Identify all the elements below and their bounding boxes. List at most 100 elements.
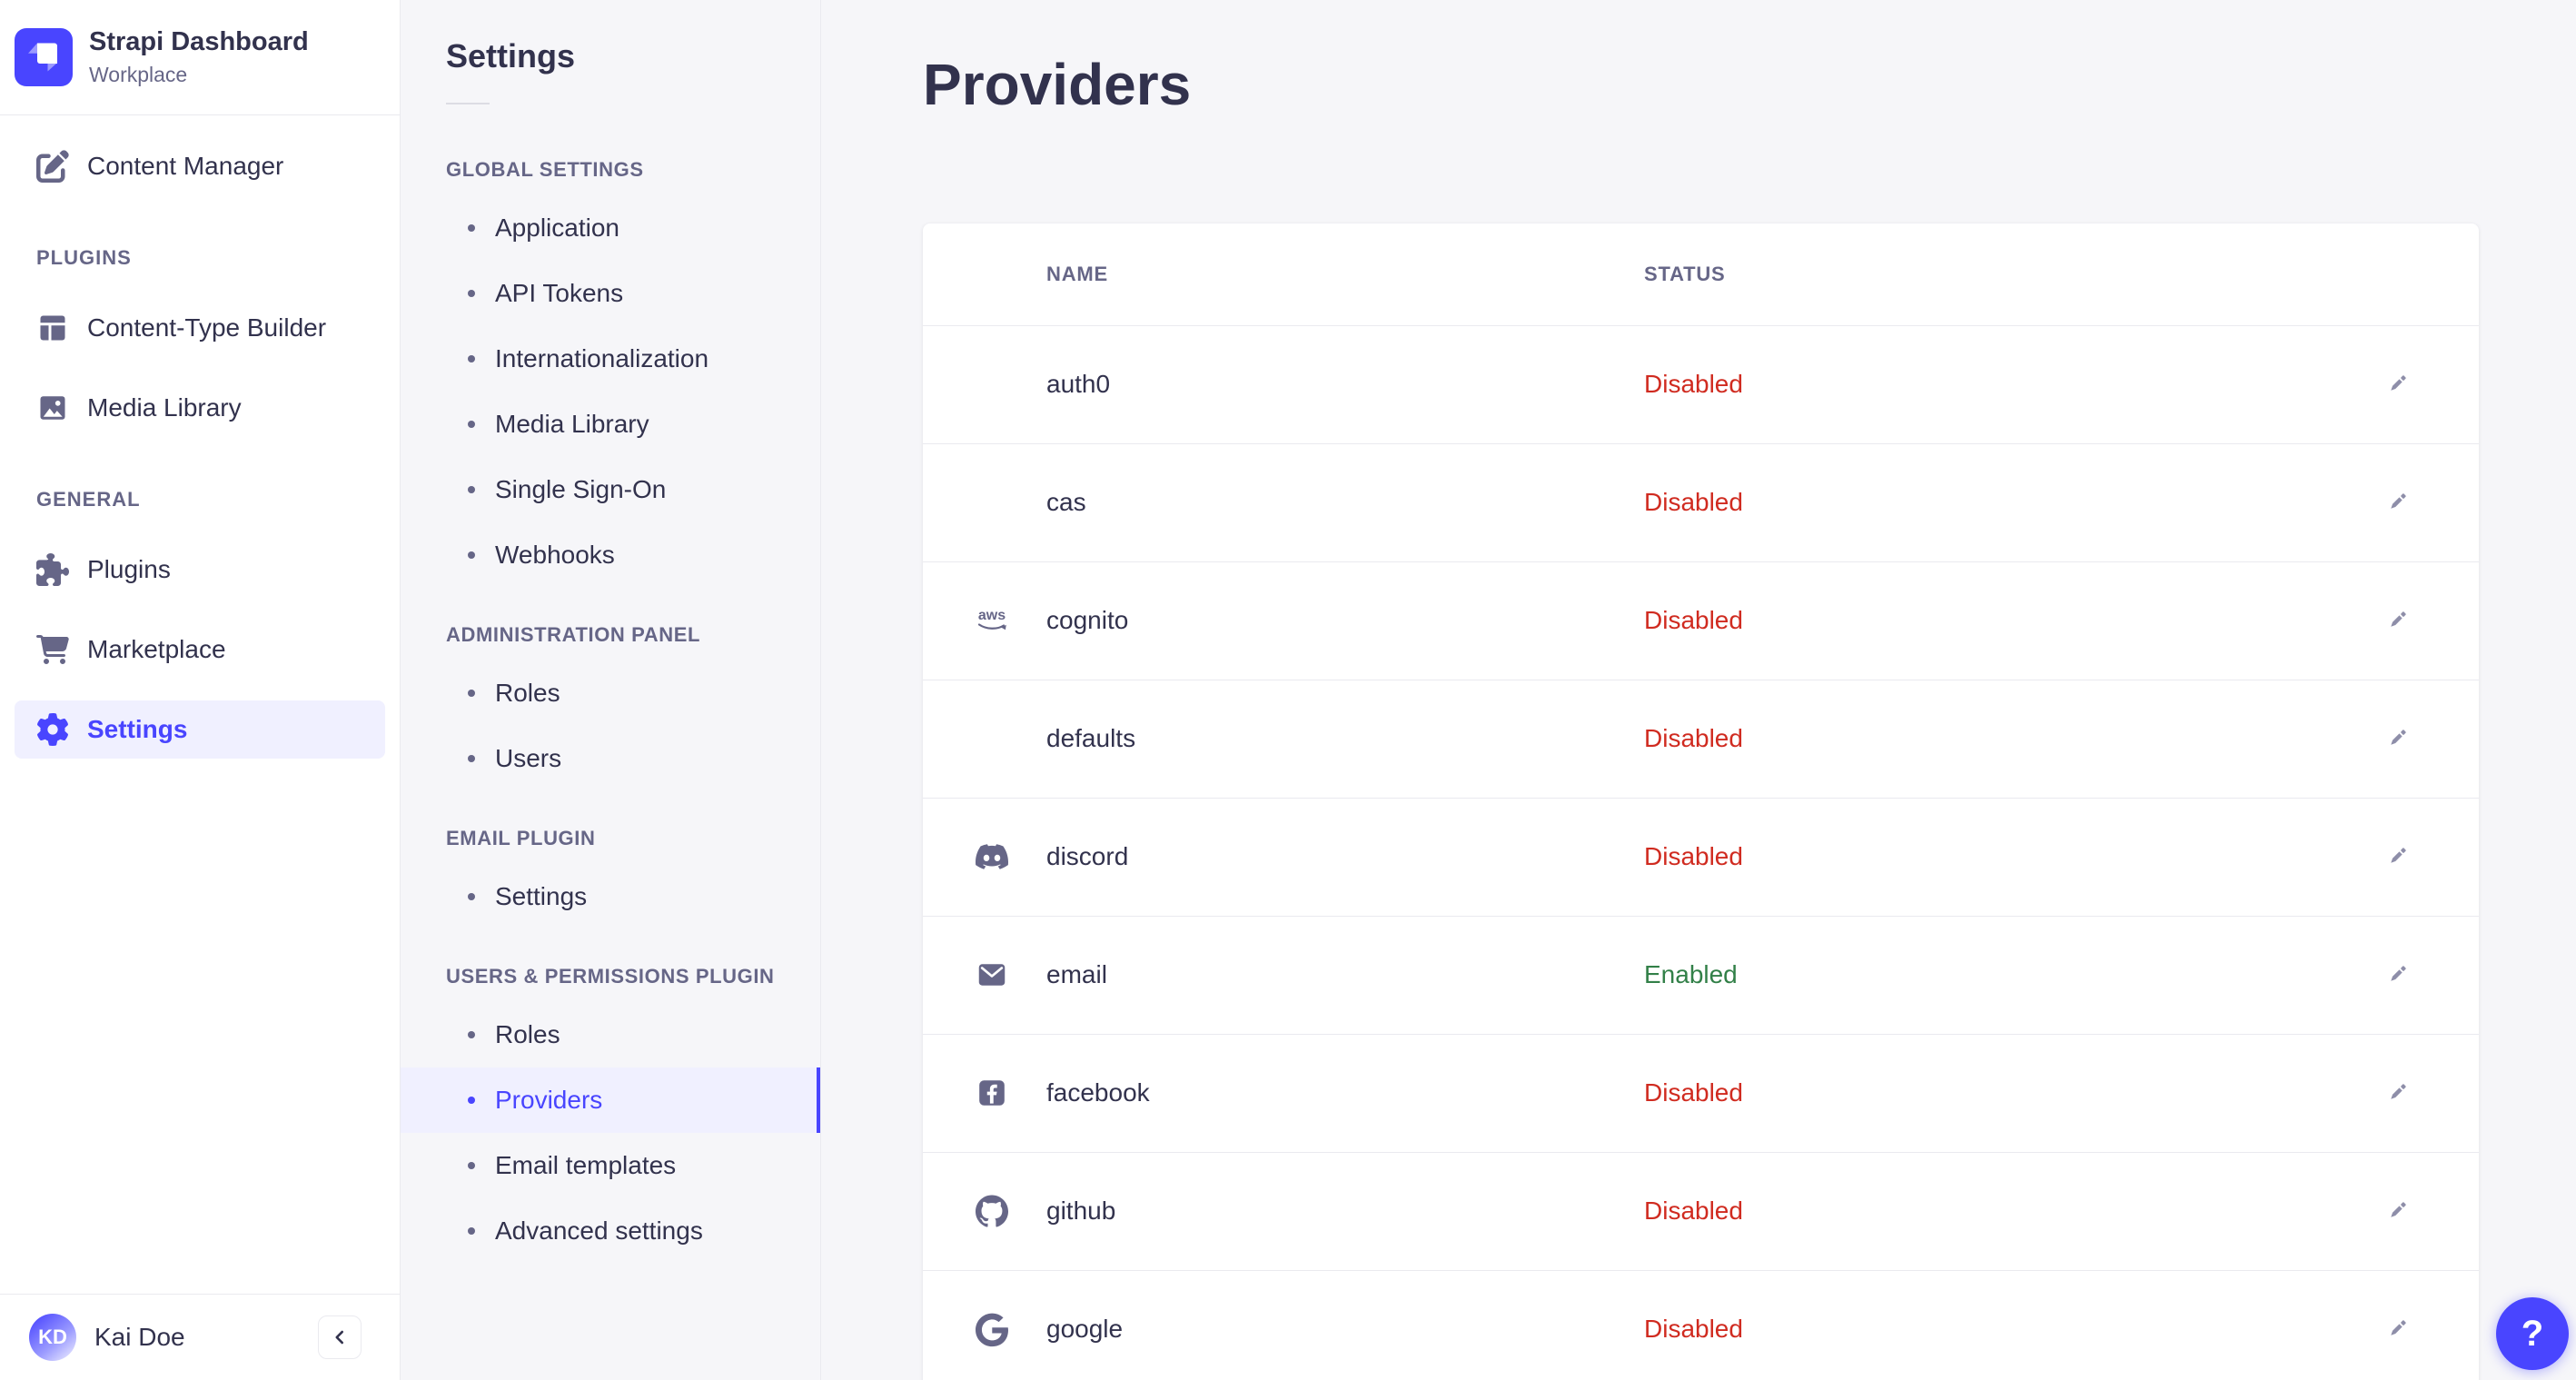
layout-icon xyxy=(36,312,69,344)
status-badge: Disabled xyxy=(1644,1033,2315,1152)
subnav-item-api-tokens[interactable]: API Tokens xyxy=(401,261,820,326)
subnav-item-admin-users[interactable]: Users xyxy=(401,726,820,791)
pencil-icon xyxy=(2391,730,2406,745)
bullet-dot xyxy=(468,690,475,698)
sidebar-item-media-library[interactable]: Media Library xyxy=(15,379,385,437)
subnav-item-webhooks[interactable]: Webhooks xyxy=(401,522,820,588)
edit-provider-button[interactable] xyxy=(2373,361,2421,408)
sidebar-item-settings[interactable]: Settings xyxy=(15,700,385,759)
status-badge: Enabled xyxy=(1644,915,2315,1034)
email-icon xyxy=(976,958,1008,991)
provider-row-discord[interactable]: discord Disabled xyxy=(923,797,2479,916)
subnav-item-admin-roles[interactable]: Roles xyxy=(401,660,820,726)
pencil-icon xyxy=(2391,1202,2406,1217)
sidebar-item-content-type-builder[interactable]: Content-Type Builder xyxy=(15,299,385,357)
bullet-dot xyxy=(468,755,475,763)
table-header-row: NAME STATUS xyxy=(923,223,2479,325)
provider-name: facebook xyxy=(1046,1033,1644,1152)
subnav-item-email-templates[interactable]: Email templates xyxy=(401,1133,820,1198)
subnav-section-global-settings: GLOBAL SETTINGS xyxy=(446,158,644,182)
avatar[interactable]: KD xyxy=(29,1314,76,1361)
edit-provider-button[interactable] xyxy=(2373,1069,2421,1117)
bullet-dot xyxy=(468,224,475,233)
subnav-item-application[interactable]: Application xyxy=(401,195,820,261)
bullet-dot xyxy=(468,1162,475,1170)
provider-name: github xyxy=(1046,1151,1644,1270)
help-button[interactable]: ? xyxy=(2496,1297,2569,1370)
subnav-item-media-library[interactable]: Media Library xyxy=(401,392,820,457)
edit-provider-button[interactable] xyxy=(2373,1187,2421,1235)
cart-icon xyxy=(36,633,69,666)
pencil-icon xyxy=(2391,375,2406,391)
pencil-icon xyxy=(2391,493,2406,509)
sidebar-item-label: Marketplace xyxy=(87,635,226,663)
bullet-dot xyxy=(468,421,475,429)
page-title: Providers xyxy=(923,52,1192,117)
provider-row-facebook[interactable]: facebook Disabled xyxy=(923,1033,2479,1152)
chevron-left-icon xyxy=(335,1330,344,1345)
provider-row-cas[interactable]: cas Disabled xyxy=(923,442,2479,561)
sidebar-item-plugins[interactable]: Plugins xyxy=(15,541,385,599)
subnav-item-email-settings[interactable]: Settings xyxy=(401,864,820,929)
sidebar-section-general: GENERAL xyxy=(36,488,141,511)
provider-row-cognito[interactable]: aws cognito Disabled xyxy=(923,561,2479,680)
github-icon xyxy=(976,1195,1008,1227)
provider-name: cas xyxy=(1046,442,1644,561)
pencil-icon xyxy=(2391,966,2406,981)
app-title: Strapi Dashboard xyxy=(89,27,309,57)
workspace-brand: Strapi Dashboard Workplace xyxy=(0,0,400,115)
subnav-section-administration-panel: ADMINISTRATION PANEL xyxy=(446,623,701,647)
collapse-sidebar-button[interactable] xyxy=(318,1315,362,1359)
edit-provider-button[interactable] xyxy=(2373,951,2421,998)
subnav-title: Settings xyxy=(446,37,576,74)
status-badge: Disabled xyxy=(1644,797,2315,916)
status-column-header: STATUS xyxy=(1644,262,1726,285)
bullet-dot xyxy=(468,1097,475,1105)
edit-provider-button[interactable] xyxy=(2373,597,2421,644)
subnav-item-up-roles[interactable]: Roles xyxy=(401,1002,820,1067)
pencil-icon xyxy=(2391,1320,2406,1335)
provider-row-github[interactable]: github Disabled xyxy=(923,1151,2479,1270)
subnav-section-users-permissions-plugin: USERS & PERMISSIONS PLUGIN xyxy=(446,965,775,988)
strapi-logo-icon xyxy=(15,28,73,86)
sidebar-item-label: Media Library xyxy=(87,393,242,422)
aws-icon: aws xyxy=(973,604,1011,637)
pencil-icon xyxy=(2391,848,2406,863)
provider-row-defaults[interactable]: defaults Disabled xyxy=(923,679,2479,798)
sidebar-item-label: Content-Type Builder xyxy=(87,313,327,342)
pen-square-icon xyxy=(36,150,69,183)
subnav-item-advanced-settings[interactable]: Advanced settings xyxy=(401,1198,820,1264)
user-area: KD Kai Doe xyxy=(0,1294,400,1380)
edit-provider-button[interactable] xyxy=(2373,715,2421,762)
image-icon xyxy=(36,392,69,424)
provider-name: email xyxy=(1046,915,1644,1034)
sidebar-item-content-manager[interactable]: Content Manager xyxy=(15,137,385,195)
bullet-dot xyxy=(468,1031,475,1039)
name-column-header: NAME xyxy=(1046,262,1108,285)
edit-provider-button[interactable] xyxy=(2373,479,2421,526)
subnav-item-single-sign-on[interactable]: Single Sign-On xyxy=(401,457,820,522)
puzzle-icon xyxy=(36,553,69,586)
provider-row-auth0[interactable]: auth0 Disabled xyxy=(923,324,2479,443)
edit-provider-button[interactable] xyxy=(2373,833,2421,880)
provider-row-email[interactable]: email Enabled xyxy=(923,915,2479,1034)
subnav-item-internationalization[interactable]: Internationalization xyxy=(401,326,820,392)
sidebar-section-plugins: PLUGINS xyxy=(36,246,132,269)
status-badge: Disabled xyxy=(1644,1269,2315,1380)
sidebar-item-label: Plugins xyxy=(87,555,171,583)
bullet-dot xyxy=(468,290,475,298)
svg-text:aws: aws xyxy=(978,608,1006,623)
edit-provider-button[interactable] xyxy=(2373,1306,2421,1353)
sidebar-item-marketplace[interactable]: Marketplace xyxy=(15,621,385,679)
bullet-dot xyxy=(468,486,475,494)
subnav-item-providers[interactable]: Providers xyxy=(401,1067,820,1134)
settings-subnav: Settings GLOBAL SETTINGS Application API… xyxy=(401,0,821,1380)
provider-name: cognito xyxy=(1046,561,1644,680)
status-badge: Disabled xyxy=(1644,1151,2315,1270)
provider-name: auth0 xyxy=(1046,324,1644,443)
providers-table-card: NAME STATUS auth0 Disabled cas Disabled xyxy=(923,223,2479,1380)
provider-name: discord xyxy=(1046,797,1644,916)
provider-row-google[interactable]: google Disabled xyxy=(923,1269,2479,1380)
divider xyxy=(446,103,490,105)
facebook-icon xyxy=(976,1077,1008,1109)
